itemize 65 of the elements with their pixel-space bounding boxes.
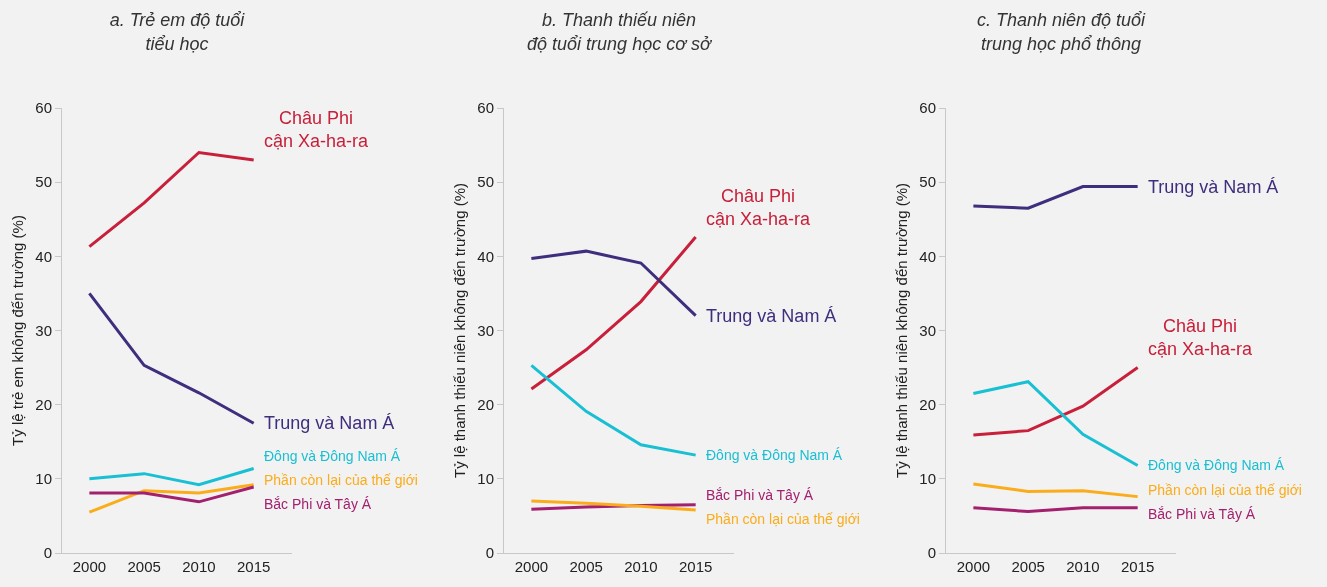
series-label: Đông và Đông Nam Á	[264, 448, 401, 464]
y-tick-label: 40	[919, 247, 936, 265]
x-tick-label: 2005	[1011, 558, 1045, 575]
y-axis-title: Tỷ lệ trẻ em không đến trường (%)	[8, 215, 26, 446]
y-tick-label: 50	[919, 173, 936, 191]
y-tick-label: 60	[477, 99, 494, 117]
series-label: Bắc Phi và Tây Á	[706, 487, 814, 503]
y-tick-label: 20	[919, 395, 936, 413]
x-tick-label: 2015	[236, 558, 271, 575]
series-label: Phần còn lại của thế giới	[706, 511, 860, 527]
x-tick-label: 2000	[72, 558, 107, 575]
y-tick-label: 60	[919, 99, 936, 117]
series-label: Trung và Nam Á	[706, 306, 837, 326]
y-tick-label: 0	[485, 544, 494, 562]
x-tick-label: 2000	[956, 558, 991, 575]
line-series	[971, 380, 1140, 467]
y-tick-label: 0	[43, 544, 52, 562]
x-tick-label: 2015	[1120, 558, 1155, 575]
x-tick-label: 2010	[1066, 558, 1100, 575]
line-series	[87, 151, 256, 249]
y-tick-label: 40	[477, 247, 494, 265]
x-tick-label: 2005	[127, 558, 161, 575]
chart-title: c. Thanh niên độ tuổi trung học phổ thông	[976, 10, 1147, 54]
line-series	[529, 235, 698, 391]
x-tick-label: 2000	[514, 558, 549, 575]
series-label: Phần còn lại của thế giới	[1148, 482, 1302, 498]
x-tick-label: 2005	[569, 558, 603, 575]
x-tick-label: 2015	[678, 558, 713, 575]
y-tick-label: 30	[35, 321, 52, 339]
line-series	[971, 366, 1140, 437]
line-series	[971, 482, 1140, 499]
y-tick-label: 50	[477, 173, 494, 191]
chart-title: a. Trẻ em độ tuổi tiểu học	[109, 10, 246, 54]
y-tick-label: 30	[919, 321, 936, 339]
series-label: Trung và Nam Á	[264, 413, 395, 433]
y-tick-label: 20	[35, 395, 52, 413]
chart-title: b. Thanh thiếu niên độ tuổi trung học cơ sở	[527, 10, 714, 54]
series-label: Đông và Đông Nam Á	[1148, 457, 1285, 473]
series-label: Đông và Đông Nam Á	[706, 447, 843, 463]
series-label: Bắc Phi và Tây Á	[264, 496, 372, 512]
series-label: Bắc Phi và Tây Á	[1148, 506, 1256, 522]
line-series	[87, 466, 256, 487]
line-series	[529, 363, 698, 457]
y-tick-label: 40	[35, 247, 52, 265]
y-tick-label: 0	[927, 544, 936, 562]
series-label: Châu Phi cận Xa-ha-ra	[706, 186, 812, 230]
series-label: Trung và Nam Á	[1148, 177, 1279, 197]
y-tick-label: 30	[477, 321, 494, 339]
series-label: Phần còn lại của thế giới	[264, 472, 418, 488]
y-tick-label: 10	[35, 470, 52, 488]
y-tick-label: 10	[477, 470, 494, 488]
x-tick-label: 2010	[624, 558, 658, 575]
line-series	[87, 483, 256, 514]
line-series	[87, 291, 256, 425]
series-label: Châu Phi cận Xa-ha-ra	[264, 108, 370, 152]
y-tick-label: 20	[477, 395, 494, 413]
x-tick-label: 2010	[182, 558, 216, 575]
y-tick-label: 10	[919, 470, 936, 488]
y-tick-label: 60	[35, 99, 52, 117]
y-axis-title: Tỷ lệ thanh thiếu niên không đến trường (%)	[450, 182, 468, 479]
line-series	[529, 499, 698, 512]
y-tick-label: 50	[35, 173, 52, 191]
series-label: Châu Phi cận Xa-ha-ra	[1148, 316, 1254, 360]
line-series	[529, 249, 698, 318]
y-axis-title: Tỷ lệ thanh thiếu niên không đến trường (%)	[892, 182, 910, 479]
